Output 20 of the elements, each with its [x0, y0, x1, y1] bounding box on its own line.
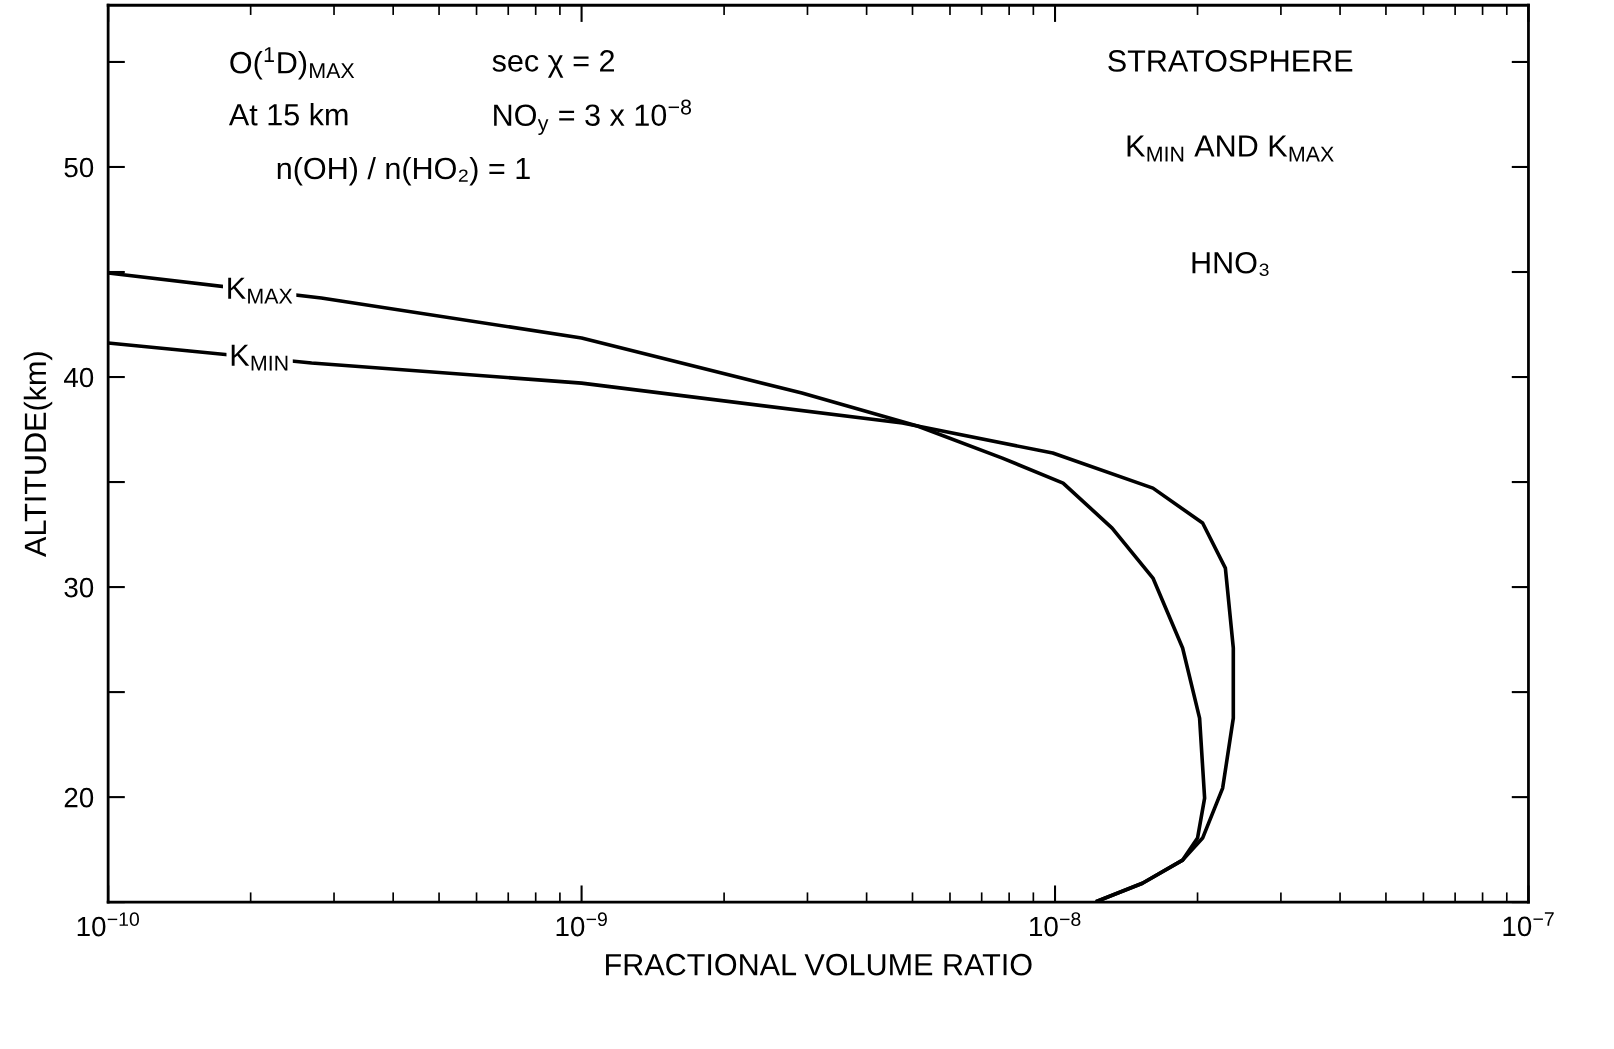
y-tick-label: 50 — [64, 157, 94, 178]
y-tick-label: 30 — [64, 577, 94, 598]
annotation: STRATOSPHERE — [1108, 50, 1353, 72]
x-axis-title: FRACTIONAL VOLUME RATIO — [606, 953, 1032, 976]
x-tick-label: 10$^{−9}$ — [556, 912, 607, 937]
annotation: K$_{MIN}$ AND K$_{MAX}$ — [1127, 135, 1334, 162]
series-label: K$_{MIN}$ — [231, 344, 288, 371]
annotation: n(OH) / n(HO₂) = 1 — [277, 156, 530, 186]
annotation: At 15 km — [228, 103, 348, 126]
annotation: sec χ = 2 — [492, 50, 614, 78]
x-tick-label: 10$^{−10}$ — [77, 912, 140, 937]
annotation: HNO₃ — [1192, 251, 1269, 277]
x-tick-label: 10$^{−7}$ — [1503, 912, 1554, 937]
y-tick-label: 20 — [64, 787, 94, 808]
y-axis-title: ALTITUDE(km) — [23, 352, 53, 557]
series-label: K$_{MAX}$ — [228, 277, 293, 304]
annotation: O($^{1}$D)$_{MAX}$ — [230, 47, 355, 80]
x-tick-label: 10$^{−8}$ — [1030, 912, 1081, 937]
y-tick-label: 40 — [63, 367, 94, 388]
annotation: NO$_{y}$ = 3 x 10$^{−8}$ — [494, 99, 692, 135]
